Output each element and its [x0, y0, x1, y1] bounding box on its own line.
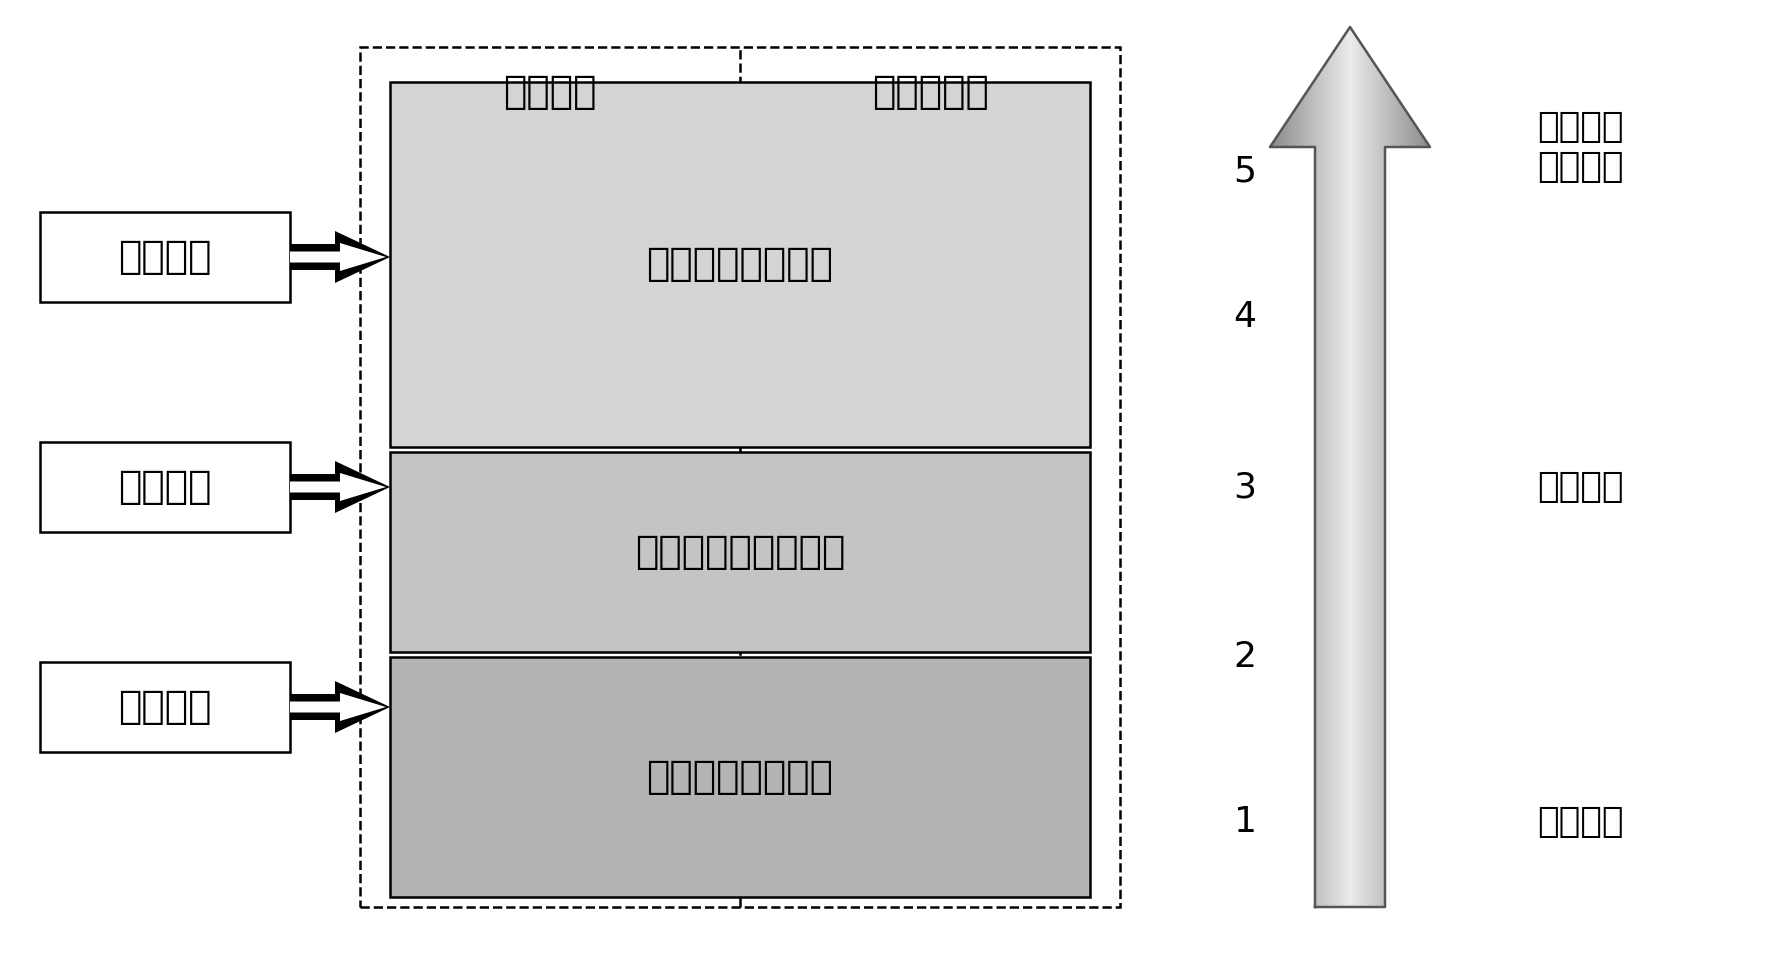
Text: 环境质量改善情况: 环境质量改善情况 — [647, 246, 833, 283]
Bar — [41, 442, 291, 532]
Text: 环境质量
改善阶段: 环境质量 改善阶段 — [1536, 110, 1623, 184]
Text: 制度实施过程情况: 制度实施过程情况 — [647, 758, 833, 796]
Text: 3: 3 — [1233, 470, 1256, 504]
Text: 达标区域: 达标区域 — [503, 73, 597, 111]
Text: 4: 4 — [1233, 300, 1256, 334]
Bar — [41, 212, 291, 302]
Polygon shape — [291, 461, 390, 513]
Polygon shape — [291, 681, 390, 733]
Bar — [41, 662, 291, 752]
Text: 源达标排放改善状况: 源达标排放改善状况 — [634, 533, 845, 571]
Polygon shape — [291, 231, 390, 283]
Text: 最终目标: 最终目标 — [119, 238, 211, 276]
Text: 5: 5 — [1233, 155, 1256, 189]
Polygon shape — [291, 693, 386, 721]
Text: 非达标区域: 非达标区域 — [872, 73, 989, 111]
Text: 1: 1 — [1233, 805, 1256, 839]
Text: 工作目标: 工作目标 — [119, 688, 211, 726]
Bar — [390, 452, 1090, 652]
Polygon shape — [291, 243, 386, 271]
Bar — [390, 657, 1090, 897]
Text: 信息阶段: 信息阶段 — [1536, 805, 1623, 839]
Polygon shape — [291, 473, 386, 501]
Text: 守法阶段: 守法阶段 — [1536, 470, 1623, 504]
Bar — [390, 82, 1090, 447]
Text: 直接目标: 直接目标 — [119, 468, 211, 506]
Text: 2: 2 — [1233, 640, 1256, 674]
